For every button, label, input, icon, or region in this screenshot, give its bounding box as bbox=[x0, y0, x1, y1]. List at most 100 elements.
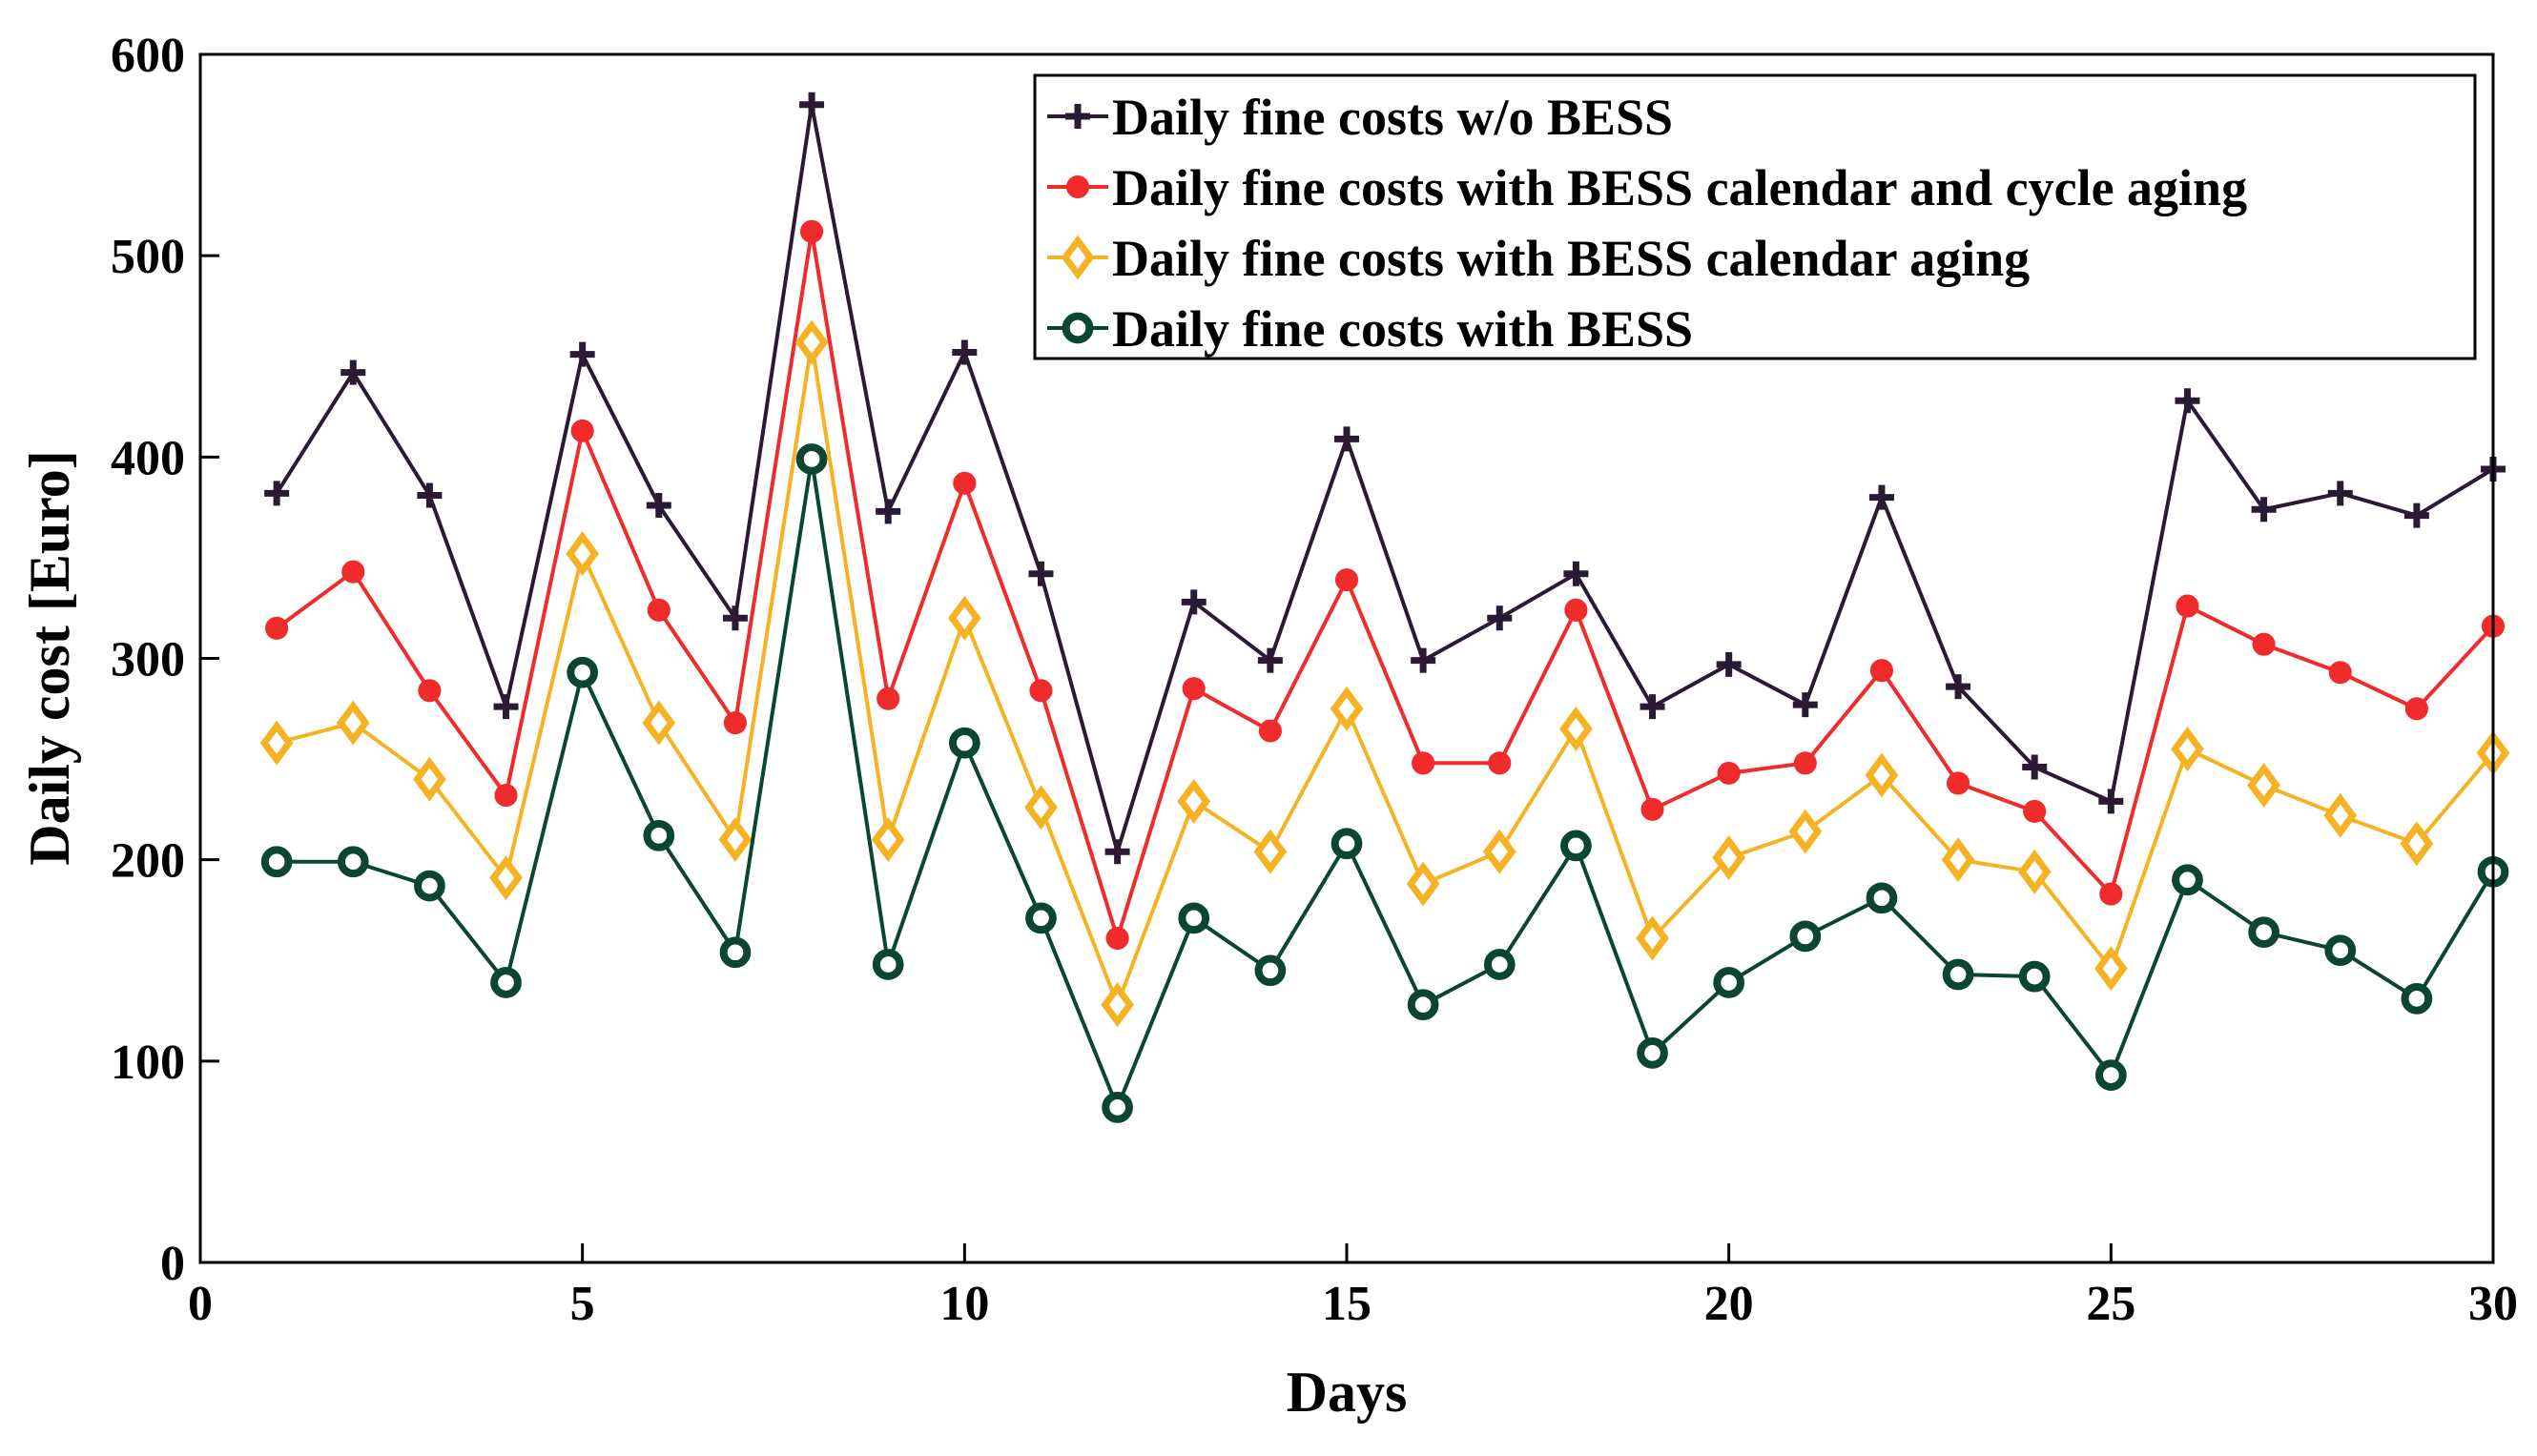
series-2-point bbox=[800, 219, 824, 243]
series-3-point bbox=[718, 817, 753, 862]
series-3-point bbox=[1941, 837, 1975, 883]
series-2-point-shape bbox=[570, 419, 594, 442]
series-4-point bbox=[2172, 864, 2203, 896]
series-2-point-shape bbox=[265, 616, 289, 640]
series-1-point-shape bbox=[722, 605, 748, 631]
series-4-line bbox=[277, 457, 2495, 1110]
legend-marker-shape bbox=[1065, 104, 1090, 129]
series-1-point-shape bbox=[2327, 481, 2353, 506]
series-3-point-shape bbox=[1636, 915, 1669, 961]
series-3-point bbox=[566, 531, 600, 577]
series-3 bbox=[259, 319, 2510, 1028]
x-tick-label: 10 bbox=[939, 1277, 989, 1331]
legend-marker bbox=[1065, 174, 1090, 199]
series-1-point-shape bbox=[1946, 674, 1971, 700]
series-3-point bbox=[947, 595, 981, 641]
series-4-point bbox=[1102, 1092, 1133, 1123]
series-2-point-shape bbox=[1029, 679, 1053, 703]
series-4-point-shape bbox=[2248, 916, 2279, 949]
series-2-point-shape bbox=[1947, 771, 1970, 795]
series-3-point-shape bbox=[1482, 829, 1516, 874]
series-3-point-shape bbox=[489, 855, 523, 901]
series-3-point-shape bbox=[1559, 706, 1593, 751]
series-1-point bbox=[1334, 426, 1359, 452]
series-3-point bbox=[336, 700, 370, 746]
x-tick-label: 20 bbox=[1704, 1277, 1754, 1331]
y-axis-title: Daily cost [Euro] bbox=[18, 450, 81, 866]
series-2-point bbox=[2023, 799, 2047, 824]
series-4-point-shape bbox=[1254, 954, 1287, 987]
series-3-point-shape bbox=[2094, 946, 2128, 992]
series-4-point bbox=[490, 967, 522, 998]
legend-box bbox=[1033, 73, 2477, 360]
legend-marker-shape bbox=[1061, 235, 1095, 280]
series-1-point bbox=[1028, 561, 1054, 586]
legend-entry-3: Daily fine costs with BESS calendar agin… bbox=[1047, 230, 2030, 287]
series-1-point-shape bbox=[1868, 484, 1894, 510]
series-2-point-shape bbox=[647, 598, 670, 622]
series-2-point-shape bbox=[953, 471, 977, 495]
series-2-point bbox=[1869, 659, 1893, 683]
x-tick-label: 5 bbox=[570, 1277, 595, 1331]
series-3-point bbox=[2323, 792, 2358, 838]
series-1-point-shape bbox=[1028, 561, 1054, 586]
series-3-point bbox=[1559, 706, 1593, 751]
series-2-point bbox=[2252, 632, 2276, 656]
series-2-point bbox=[1182, 677, 1206, 701]
series-4-point-shape bbox=[567, 656, 599, 688]
series-1-point-shape bbox=[1104, 839, 1130, 865]
series-4-point-shape bbox=[1178, 902, 1210, 934]
series-2-point-shape bbox=[800, 219, 824, 243]
series-4-point bbox=[2094, 1059, 2127, 1091]
series-1-point bbox=[722, 605, 748, 631]
series-4-point-shape bbox=[1713, 967, 1745, 998]
series-1-point-shape bbox=[1411, 647, 1436, 673]
series-3-point-shape bbox=[1865, 752, 1899, 798]
series-4-point bbox=[260, 846, 293, 878]
series-3-point bbox=[794, 319, 829, 365]
series-3-point-shape bbox=[1177, 778, 1211, 824]
series-3-point bbox=[2017, 849, 2052, 894]
series-2-point-shape bbox=[1334, 568, 1359, 592]
series-2-point-shape bbox=[2328, 661, 2352, 685]
series-1-point-shape bbox=[1257, 647, 1283, 673]
series-1-point bbox=[876, 499, 901, 524]
series-3-point bbox=[1712, 835, 1746, 880]
y-tick-label: 100 bbox=[111, 1036, 185, 1090]
series-1-point bbox=[1487, 605, 1513, 631]
series-4-point bbox=[948, 727, 980, 759]
series-4-point-shape bbox=[795, 443, 828, 475]
series-2-point-shape bbox=[2023, 799, 2047, 824]
series-3-point bbox=[871, 817, 905, 862]
series-3-point-shape bbox=[1024, 785, 1058, 831]
series-2-point bbox=[1947, 771, 1970, 795]
series-2-point-shape bbox=[1412, 751, 1435, 775]
series-4-point-shape bbox=[337, 846, 369, 878]
series-4-point-shape bbox=[2401, 983, 2433, 1015]
series-4-point-shape bbox=[490, 967, 522, 998]
series-2-point bbox=[341, 560, 365, 584]
series-2-point bbox=[953, 471, 977, 495]
series-3-point-shape bbox=[259, 720, 294, 766]
series-3-point-shape bbox=[413, 756, 446, 802]
series-3-point-shape bbox=[718, 817, 753, 862]
series-4-point-shape bbox=[2172, 864, 2203, 896]
series-2-point bbox=[1488, 751, 1512, 775]
series-2-point bbox=[723, 711, 747, 735]
series-2-point bbox=[1717, 761, 1741, 785]
series-1-point bbox=[646, 493, 671, 519]
series-1-point bbox=[1257, 647, 1283, 673]
series-2-point-shape bbox=[877, 687, 900, 710]
series-4-point-shape bbox=[1483, 949, 1516, 980]
series-2-point-shape bbox=[1182, 677, 1206, 701]
series-2-point bbox=[494, 784, 518, 808]
series-2-point bbox=[647, 598, 670, 622]
series-4-point-shape bbox=[1789, 920, 1822, 953]
series-2-point bbox=[1412, 751, 1435, 775]
series-1-point-shape bbox=[417, 482, 443, 508]
series-3-point bbox=[489, 855, 523, 901]
legend-marker-shape bbox=[1065, 174, 1090, 199]
series-1-point bbox=[799, 92, 825, 117]
series-2-point-shape bbox=[1869, 659, 1893, 683]
series-4-point bbox=[1637, 1037, 1668, 1069]
